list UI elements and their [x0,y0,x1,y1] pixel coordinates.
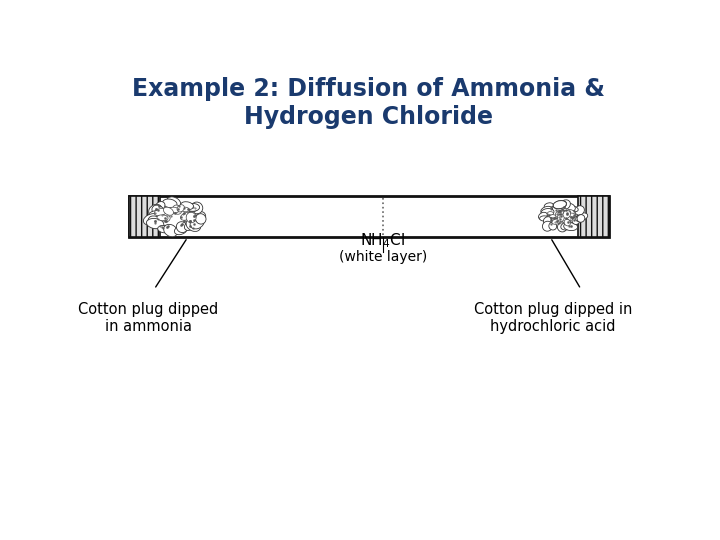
Ellipse shape [154,208,167,216]
Ellipse shape [163,207,174,215]
Ellipse shape [176,222,187,233]
Ellipse shape [163,224,178,237]
Text: Cotton plug dipped
in ammonia: Cotton plug dipped in ammonia [78,302,219,334]
Ellipse shape [563,211,570,219]
Ellipse shape [564,219,570,226]
Ellipse shape [158,226,171,233]
Ellipse shape [177,205,184,212]
Ellipse shape [562,218,570,224]
Ellipse shape [575,206,585,215]
Ellipse shape [146,219,164,229]
Ellipse shape [557,223,567,232]
Ellipse shape [148,204,162,217]
Ellipse shape [553,200,567,209]
Ellipse shape [143,214,160,225]
Ellipse shape [188,205,199,212]
Ellipse shape [549,222,557,230]
Ellipse shape [196,214,206,224]
Ellipse shape [570,206,578,212]
Ellipse shape [565,203,575,211]
Ellipse shape [541,208,554,216]
Ellipse shape [555,210,563,217]
Ellipse shape [572,217,580,225]
Text: (white layer): (white layer) [339,251,427,265]
Ellipse shape [561,222,573,230]
Ellipse shape [157,215,168,221]
Ellipse shape [576,213,588,220]
Bar [129,196,609,238]
Ellipse shape [181,212,192,220]
Bar [129,196,160,238]
Text: Cotton plug dipped in
hydrochloric acid: Cotton plug dipped in hydrochloric acid [474,302,632,334]
Ellipse shape [541,206,553,214]
Ellipse shape [544,222,551,230]
Ellipse shape [181,207,189,212]
Ellipse shape [181,202,194,210]
Ellipse shape [564,222,577,231]
Text: NH$_4$Cl: NH$_4$Cl [360,231,405,250]
Ellipse shape [539,212,547,220]
Text: Example 2: Diffusion of Ammonia &
Hydrogen Chloride: Example 2: Diffusion of Ammonia & Hydrog… [132,77,606,129]
Ellipse shape [152,205,164,217]
Ellipse shape [171,208,177,214]
Bar [578,196,609,238]
Ellipse shape [557,214,564,221]
Ellipse shape [576,215,583,221]
Ellipse shape [544,217,552,224]
Ellipse shape [552,219,561,224]
Ellipse shape [163,216,170,222]
Ellipse shape [542,221,552,231]
Ellipse shape [568,213,576,217]
Ellipse shape [547,212,554,215]
Ellipse shape [197,212,206,220]
Ellipse shape [560,210,567,214]
Ellipse shape [186,212,196,223]
Ellipse shape [174,225,187,235]
Ellipse shape [539,216,549,221]
Ellipse shape [553,201,567,208]
Ellipse shape [559,200,570,210]
Ellipse shape [577,214,585,222]
Ellipse shape [186,219,201,232]
Ellipse shape [184,222,194,231]
Ellipse shape [186,204,199,211]
Ellipse shape [167,197,181,207]
Ellipse shape [190,217,204,229]
Ellipse shape [156,201,165,210]
Ellipse shape [173,205,181,214]
Ellipse shape [549,215,556,218]
Ellipse shape [186,212,195,219]
Ellipse shape [148,211,161,220]
Ellipse shape [567,210,575,216]
Ellipse shape [148,216,162,228]
Ellipse shape [563,208,571,214]
Ellipse shape [544,203,553,209]
Ellipse shape [163,199,177,208]
Ellipse shape [191,202,203,214]
Ellipse shape [169,207,179,213]
